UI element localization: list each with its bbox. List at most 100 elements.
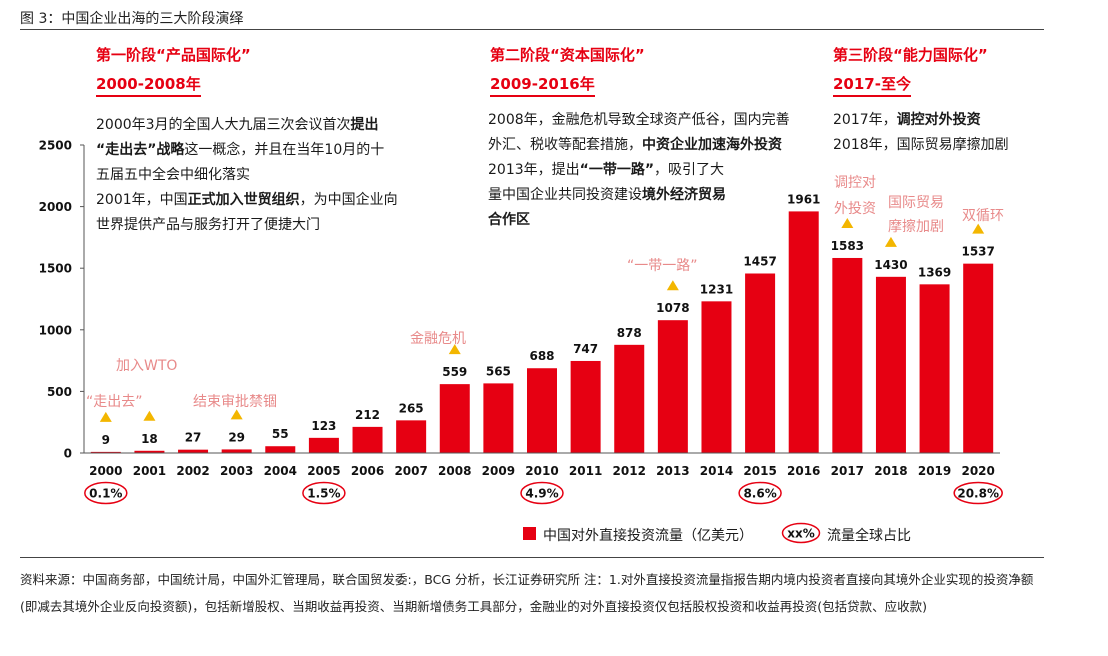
figure-title: 图 3：中国企业出海的三大阶段演绎	[20, 11, 244, 27]
bar-2007	[396, 420, 427, 453]
stage3-period: 2017-至今	[833, 73, 911, 97]
bar-2014	[701, 301, 732, 453]
x-tick-label-2001: 2001	[133, 464, 166, 478]
stage-text-run: 量中国企业共同投资建设	[488, 187, 642, 203]
value-label-2006: 212	[355, 408, 380, 422]
value-label-2009: 565	[486, 364, 511, 378]
value-label-2012: 878	[617, 326, 642, 340]
stage1-line: 2001年，中国正式加入世贸组织，为中国企业向	[96, 188, 398, 213]
bar-2020	[963, 263, 994, 453]
x-tick-label-2004: 2004	[264, 464, 297, 478]
x-tick-label-2016: 2016	[787, 464, 820, 478]
annotation-zouchuqu: “走出去”	[86, 394, 143, 410]
bar-2004	[265, 446, 296, 453]
stage3-line: 2018年，国际贸易摩擦加剧	[833, 133, 1009, 158]
event-marker-2018	[884, 236, 897, 247]
legend-bar-label: 中国对外直接投资流量（亿美元）	[543, 528, 753, 544]
stage-text-run: 外汇、税收等配套措施，	[488, 137, 642, 153]
bar-2018	[875, 276, 906, 453]
bar-2019	[919, 284, 950, 453]
x-tick-label-2019: 2019	[918, 464, 951, 478]
value-label-2015: 1457	[743, 254, 776, 268]
stage2-line: 外汇、税收等配套措施，中资企业加速海外投资	[488, 133, 790, 158]
stage-text-run: 世界提供产品与服务打开了便捷大门	[96, 217, 320, 233]
bar-2012	[614, 344, 645, 453]
stage3-title: 第三阶段“能力国际化”	[833, 46, 988, 64]
x-tick-label-2003: 2003	[220, 464, 253, 478]
value-label-2004: 55	[272, 427, 289, 441]
x-tick-label-2009: 2009	[482, 464, 515, 478]
share-label-2000: 0.1%	[89, 487, 122, 501]
annotation-approval: 结束审批禁锢	[193, 394, 277, 410]
stage-text-run: 2017年，	[833, 112, 897, 128]
bar-2009	[483, 383, 514, 453]
bar-2006	[352, 426, 383, 453]
y-tick-label: 1000	[39, 323, 72, 337]
value-label-2003: 29	[228, 430, 245, 444]
x-axis: 2000 2001 2002 2003 2004 2005 2006 2007 2008 2009…	[84, 452, 1000, 478]
share-label-2005: 1.5%	[307, 487, 340, 501]
value-label-2020: 1537	[961, 245, 994, 259]
stage-text-run: 中资企业加速海外投资	[642, 137, 782, 153]
bar-2001	[134, 450, 165, 453]
bar-2016	[788, 211, 819, 453]
bar-2017	[832, 257, 863, 453]
annotation-wto: 加入WTO	[116, 358, 178, 374]
x-tick-label-2006: 2006	[351, 464, 384, 478]
stage2-period: 2009-2016年	[490, 73, 595, 97]
x-tick-label-2007: 2007	[394, 464, 427, 478]
stage3-description: 2017年，调控对外投资 2018年，国际贸易摩擦加剧	[833, 108, 1009, 158]
x-tick-label-2005: 2005	[307, 464, 340, 478]
share-oval-2015	[738, 481, 782, 505]
stage1-title: 第一阶段“产品国际化”	[96, 46, 251, 64]
stage1-line: 世界提供产品与服务打开了便捷大门	[96, 213, 398, 238]
stage-text-run: 2013年，提出	[488, 162, 580, 178]
stage-text-run: ，为中国企业向	[299, 192, 398, 208]
stage-text-run: 2018年，国际贸易摩擦加剧	[833, 137, 1009, 153]
stage-text-run: 境外经济贸易	[642, 187, 726, 203]
bar-2010	[527, 368, 557, 453]
annotation-belt-road: “一带一路”	[627, 258, 698, 274]
bar-2000	[90, 451, 121, 453]
bar-2005	[308, 437, 339, 453]
stage-text-run: 提出	[350, 117, 379, 133]
value-label-2007: 265	[399, 401, 424, 415]
global-share-labels: 0.1% 1.5% 4.9% 8.6% 20.8%	[84, 481, 1003, 505]
value-label-2019: 1369	[918, 265, 951, 279]
value-label-2005: 123	[311, 419, 336, 433]
stage-text-run: “一带一路”	[579, 162, 655, 178]
annotation-control-1: 调控对	[834, 175, 876, 191]
y-tick-label: 2000	[39, 200, 72, 214]
share-label-2015: 8.6%	[743, 487, 776, 501]
share-label-2020: 20.8%	[957, 487, 999, 501]
stage2-line: 2013年，提出“一带一路”，吸引了大	[488, 158, 790, 183]
share-oval-2000	[84, 481, 128, 505]
stage-text-run: 2000年3月的全国人大九届三次会议首次	[96, 117, 351, 133]
value-label-2010: 688	[529, 349, 554, 363]
legend-share-symbol: xx%	[787, 527, 815, 541]
annotation-trade-friction-2: 摩擦加剧	[888, 219, 944, 235]
stage2-line: 2008年，金融危机导致全球资产低谷，国内完善	[488, 108, 790, 133]
bar-2011	[570, 360, 601, 453]
value-label-2018: 1430	[874, 258, 907, 272]
x-tick-label-2014: 2014	[700, 464, 733, 478]
stage-text-run: 合作区	[488, 212, 530, 228]
bar-2013	[657, 320, 688, 453]
share-label-2010: 4.9%	[525, 487, 558, 501]
event-markers	[99, 217, 985, 422]
stage-text-run: “走出去”战略	[96, 142, 185, 158]
value-label-2017: 1583	[831, 239, 864, 253]
share-oval-2020	[953, 481, 1003, 505]
bar-2015	[745, 273, 776, 453]
legend-share-swatch: xx%	[781, 522, 821, 544]
value-label-2011: 747	[573, 342, 598, 356]
bottom-rule	[20, 557, 1044, 558]
x-tick-label-2015: 2015	[743, 464, 776, 478]
stage-text-run: 正式加入世贸组织	[187, 192, 300, 208]
top-rule	[20, 29, 1044, 30]
legend-share-label: 流量全球占比	[827, 528, 911, 544]
x-tick-label-2000: 2000	[89, 464, 122, 478]
stage-text-run: 调控对外投资	[896, 112, 981, 128]
x-tick-label-2011: 2011	[569, 464, 602, 478]
x-tick-label-2018: 2018	[874, 464, 907, 478]
